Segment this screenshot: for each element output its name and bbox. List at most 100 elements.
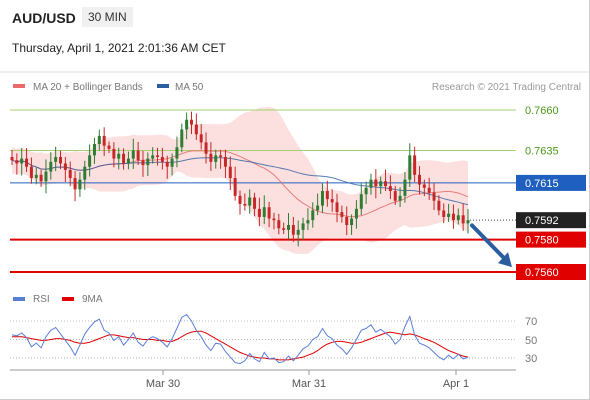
candle-body [15, 160, 19, 164]
x-tick-label-mar31: Mar 31 [292, 378, 326, 390]
candle-body [291, 225, 295, 235]
candle-body [417, 174, 421, 185]
candle-body [219, 155, 223, 157]
candle-body [49, 161, 53, 172]
candle-body [209, 153, 213, 162]
candle-body [466, 220, 470, 224]
candle-body [403, 179, 407, 196]
candle-body [359, 194, 363, 209]
candle-body [54, 156, 58, 162]
candle-body [44, 171, 48, 182]
candle-body [398, 195, 402, 201]
candle-body [350, 218, 354, 226]
candle-body [117, 153, 121, 159]
forecast-arrow-head [498, 252, 512, 268]
candle-body [272, 218, 276, 221]
candle-body [194, 124, 198, 135]
level-badge-0.7560 [516, 264, 586, 280]
rsi-layer [10, 313, 516, 365]
candle-body [335, 202, 339, 213]
level-badge-0.7615 [516, 174, 586, 191]
ma50-line [11, 157, 469, 206]
candle-body [427, 187, 431, 193]
candle-body [248, 197, 252, 206]
candle-body [25, 158, 29, 167]
last-price-badge [516, 212, 586, 229]
candle-body [369, 179, 373, 188]
candle-body [199, 134, 203, 143]
candle-body [408, 155, 412, 180]
rsi-legend-label: RSI [33, 294, 50, 305]
watermark-text: Research © 2021 Trading Central [432, 82, 581, 93]
bollinger-band [12, 106, 468, 254]
candle-body [151, 155, 155, 159]
candle-body [63, 163, 67, 170]
candle-body [122, 153, 126, 164]
candle-body [413, 155, 417, 175]
candle-body [442, 210, 446, 217]
candle-body [34, 174, 38, 179]
candle-body [189, 119, 193, 125]
candle-body [287, 225, 291, 230]
candle-body [223, 156, 227, 167]
candle-body [83, 166, 87, 180]
price-overlay-layer: 0.7592 [470, 212, 586, 268]
candle-body [374, 179, 378, 187]
rsi-ma-legend-swatch [62, 297, 74, 301]
candle-body [311, 210, 315, 221]
candle-body [277, 220, 281, 229]
candle-body [112, 148, 116, 159]
candle-body [253, 197, 257, 209]
level-label-0.7635: 0.7635 [525, 146, 559, 158]
candle-body [432, 192, 436, 201]
candle-body [461, 215, 465, 224]
level-label-0.7615: 0.7615 [525, 178, 559, 190]
candle-body [73, 178, 77, 190]
candle-body [282, 228, 286, 230]
candle-body [364, 187, 368, 195]
candle-body [20, 158, 24, 164]
ma50-legend-label: MA 50 [175, 82, 204, 93]
candle-body [78, 179, 82, 190]
rsi-tick-30: 30 [525, 353, 537, 365]
candle-body [185, 119, 189, 130]
symbol-title: AUD/USD [12, 10, 76, 26]
candle-body [10, 156, 14, 161]
candle-body [136, 150, 140, 161]
candle-body [422, 184, 426, 188]
moving-average-layer [11, 150, 469, 218]
candle-body [141, 160, 145, 166]
candle-body [393, 191, 397, 201]
interval-badge[interactable]: 30 MIN [82, 7, 133, 27]
candle-body [233, 178, 237, 196]
candle-body [228, 166, 232, 179]
candle-body [384, 181, 388, 187]
level-badge-0.7580 [516, 231, 586, 248]
candle-body [68, 169, 72, 179]
x-tick-label-apr1: Apr 1 [443, 378, 469, 390]
candle-body [437, 200, 441, 211]
candle-body [107, 145, 111, 149]
candle-body [131, 150, 135, 159]
rsi-tick-70: 70 [525, 316, 537, 328]
rsi-legend-swatch [13, 297, 25, 301]
candle-body [296, 229, 300, 235]
candle-body [29, 166, 33, 179]
candle-body [447, 213, 451, 217]
candle-body [160, 156, 164, 162]
bollinger-band-layer [12, 106, 468, 254]
candle-body [214, 155, 218, 162]
candle-body [451, 213, 455, 221]
candle-body [165, 161, 169, 167]
candle-body [243, 203, 247, 206]
ma20-legend-swatch [13, 84, 25, 88]
candle-body [320, 191, 324, 206]
candle-body [340, 212, 344, 217]
candle-body [97, 135, 101, 145]
candle-body [301, 223, 305, 230]
last-price-label: 0.7592 [525, 215, 559, 227]
candle-body [345, 216, 349, 226]
candle-body [88, 155, 92, 167]
level-label-0.7560: 0.7560 [525, 267, 559, 279]
candle-body [330, 199, 334, 203]
